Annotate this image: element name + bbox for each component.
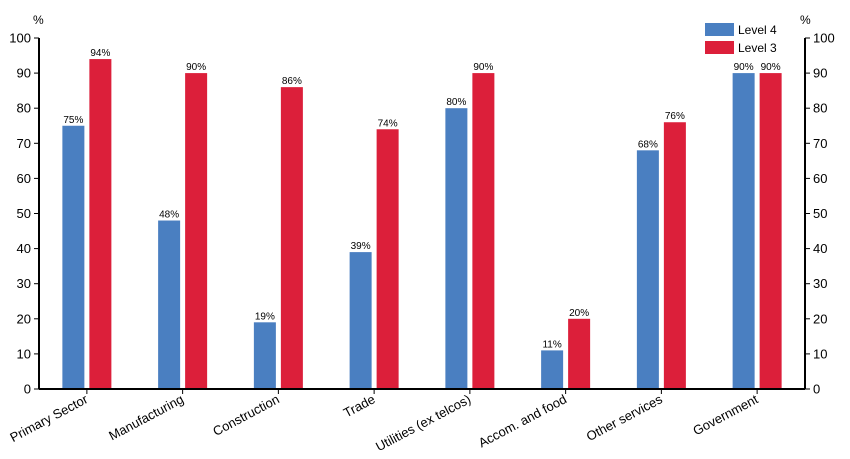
right-unit-label: %: [800, 13, 811, 27]
data-labels-layer: 75% 94% 48% 90% 19% 86% 39% 74% 80% 90% 11% 20% 68% 7…: [63, 48, 780, 350]
category-label-government: Government: [690, 391, 761, 438]
data-label-level-3-trade: 74%: [378, 118, 398, 129]
data-label-level-3-other-services: 76%: [665, 111, 685, 122]
data-label-level-4-government: 90%: [734, 62, 754, 73]
ticks-layer: 0 0 10 10 20 20 30 30 40 40 50 50 60 60 70 70 80 80 90 90 10…: [9, 31, 834, 397]
data-label-level-3-primary-sector: 94%: [90, 48, 110, 59]
data-label-level-4-other-services: 68%: [638, 139, 658, 150]
legend-label-level-4: Level 4: [738, 23, 777, 37]
category-label-primary-sector: Primary Sector: [7, 391, 91, 445]
bar-level-3-trade: [376, 129, 399, 389]
bar-level-3-manufacturing: [185, 73, 208, 389]
bar-level-4-utilities-ex-telcos: [445, 108, 468, 389]
data-label-level-4-trade: 39%: [351, 241, 371, 252]
legend: Level 4 Level 3: [705, 23, 777, 55]
data-label-level-3-utilities-ex-telcos: 90%: [473, 62, 493, 73]
bar-level-3-construction: [280, 87, 303, 389]
category-label-construction: Construction: [210, 391, 281, 439]
right-y-tick-label-70: 70: [813, 136, 827, 151]
bar-level-4-trade: [349, 252, 372, 389]
left-y-tick-label-60: 60: [17, 171, 31, 186]
legend-swatch-level-4: [705, 23, 734, 36]
right-y-tick-label-50: 50: [813, 206, 827, 221]
left-y-tick-label-90: 90: [17, 66, 31, 81]
legend-swatch-level-3: [705, 41, 734, 54]
left-y-tick-label-0: 0: [24, 382, 31, 397]
category-label-trade: Trade: [341, 391, 378, 420]
right-y-tick-label-40: 40: [813, 241, 827, 256]
data-label-level-3-government: 90%: [761, 62, 781, 73]
category-label-other-services: Other services: [584, 391, 665, 444]
left-y-tick-label-80: 80: [17, 101, 31, 116]
category-label-accom-and-food: Accom. and food: [476, 391, 569, 450]
data-label-level-4-utilities-ex-telcos: 80%: [446, 97, 466, 108]
bar-level-4-other-services: [636, 150, 659, 389]
bar-level-3-accom-and-food: [568, 318, 591, 389]
data-label-level-4-primary-sector: 75%: [63, 115, 83, 126]
data-label-level-3-manufacturing: 90%: [186, 62, 206, 73]
bar-level-3-government: [759, 73, 782, 389]
right-y-tick-label-90: 90: [813, 66, 827, 81]
bar-level-4-accom-and-food: [541, 350, 564, 389]
right-y-tick-label-0: 0: [813, 382, 820, 397]
category-label-utilities-ex-telcos: Utilities (ex telcos): [373, 391, 473, 454]
data-label-level-4-construction: 19%: [255, 311, 275, 322]
left-y-tick-label-100: 100: [9, 31, 31, 46]
left-y-tick-label-10: 10: [17, 346, 31, 361]
right-y-tick-label-60: 60: [813, 171, 827, 186]
bar-level-4-government: [732, 73, 755, 389]
bar-level-4-manufacturing: [158, 220, 181, 389]
data-label-level-4-accom-and-food: 11%: [542, 339, 561, 350]
right-y-tick-label-100: 100: [813, 31, 835, 46]
right-y-tick-label-80: 80: [813, 101, 827, 116]
bar-level-4-primary-sector: [62, 125, 85, 389]
category-labels-layer: Primary Sector Manufacturing Construction T…: [7, 391, 761, 454]
category-label-manufacturing: Manufacturing: [106, 391, 186, 443]
right-y-tick-label-20: 20: [813, 311, 827, 326]
legend-label-level-3: Level 3: [738, 41, 777, 55]
bar-level-3-utilities-ex-telcos: [472, 73, 495, 389]
left-y-tick-label-20: 20: [17, 311, 31, 326]
left-y-tick-label-30: 30: [17, 276, 31, 291]
left-unit-label: %: [33, 13, 44, 27]
bars-layer: [62, 59, 782, 390]
right-y-tick-label-30: 30: [813, 276, 827, 291]
left-y-tick-label-40: 40: [17, 241, 31, 256]
bar-level-3-other-services: [663, 122, 686, 390]
data-label-level-3-accom-and-food: 20%: [569, 308, 589, 319]
left-y-tick-label-70: 70: [17, 136, 31, 151]
bar-level-4-construction: [253, 322, 276, 389]
data-label-level-3-construction: 86%: [282, 76, 302, 87]
data-label-level-4-manufacturing: 48%: [159, 210, 179, 221]
bar-level-3-primary-sector: [89, 59, 112, 390]
right-y-tick-label-10: 10: [813, 346, 827, 361]
left-y-tick-label-50: 50: [17, 206, 31, 221]
